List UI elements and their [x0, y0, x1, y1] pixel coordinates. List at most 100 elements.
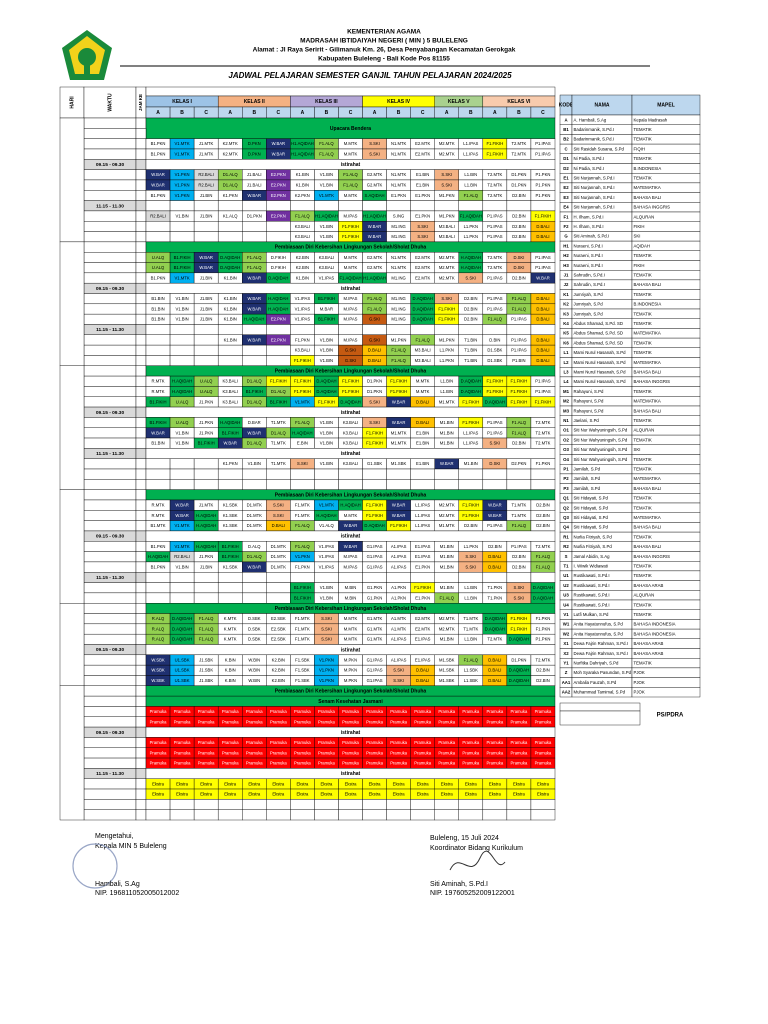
lesson-text: V1.MTK — [175, 544, 190, 549]
lesson-text: V1.BIN — [175, 213, 188, 218]
lesson-text: M.BAR — [320, 306, 333, 311]
lesson-text: M.IPAS — [344, 317, 358, 322]
lesson-text: P1.PKN — [536, 172, 551, 177]
lesson — [193, 592, 219, 604]
lesson-text: Ekstra — [369, 792, 382, 797]
lesson-text: H.AQIDAH — [316, 513, 336, 518]
time-text: 09.15 - 09.30 — [96, 730, 125, 736]
lesson-text: G1.MTK — [367, 637, 383, 642]
lesson-text: Pramuka — [222, 709, 239, 714]
lesson — [242, 468, 267, 480]
sign-position: Kepala MIN 5 Buleleng — [95, 843, 167, 850]
lesson-text: D.PKN — [248, 152, 261, 157]
section-text: C — [541, 110, 545, 116]
note-text: Pembiasaan Diri Kebersihan Lingkungan Se… — [275, 606, 427, 612]
lesson-text: F1.ALQ — [391, 358, 406, 363]
lesson-text: Ekstra — [465, 792, 478, 797]
lesson-text: Pramuka — [366, 761, 383, 766]
lesson-text: H.AQIDAH — [148, 554, 168, 559]
lesson-text: F1.FIKIH — [462, 420, 479, 425]
lesson-text: J1.SBK — [199, 678, 213, 683]
lesson-text: P1.IPAS — [535, 152, 551, 157]
lesson-text: Pramuka — [294, 761, 311, 766]
time-text: 08.05 - 08.40 — [96, 627, 125, 633]
day-text: KAMIS — [64, 544, 81, 550]
lesson — [386, 200, 411, 212]
lesson-text: Ekstra — [441, 781, 454, 786]
teacher-text: Jamilah, S.Pd — [574, 476, 601, 481]
lesson-text: W.BAR — [392, 513, 406, 518]
lesson-text: K1.BIN — [224, 296, 237, 301]
lesson-text: W.BAR — [248, 306, 262, 311]
lesson-text: Pramuka — [150, 761, 167, 766]
lesson-text: E2.MTK — [415, 152, 430, 157]
lesson-text: G1.PKN — [367, 585, 382, 590]
teacher-text: R1 — [563, 534, 569, 539]
lesson-text: G.SKI — [345, 348, 356, 353]
lesson-text: K1.BIN — [224, 275, 237, 280]
lesson-text: N1.MTK — [391, 141, 407, 146]
lesson — [193, 231, 219, 243]
lesson-text: W.BAR — [248, 193, 262, 198]
section-text: A — [493, 110, 497, 116]
lesson-text: Pramuka — [174, 719, 191, 724]
lesson-text: Pramuka — [535, 709, 552, 714]
lesson-text: T1.MTK — [463, 616, 478, 621]
teacher-text: J1 — [564, 272, 569, 277]
lesson — [290, 479, 315, 490]
note-text: istirahat — [341, 647, 361, 653]
lesson-text: N1.MTK — [391, 183, 407, 188]
lesson-text: F1.FIKIH — [511, 379, 528, 384]
teacher-text: Siti Nur Wahyuningsih, S.Pd — [574, 437, 628, 442]
lesson — [290, 324, 315, 335]
time-text: 11.15 - 11.30 — [96, 327, 124, 333]
lesson-text: Ekstra — [537, 781, 550, 786]
lesson-text: Pramuka — [438, 709, 455, 714]
lesson-text: K3.BALI — [223, 399, 238, 404]
lesson — [217, 799, 243, 810]
teacher-text: Jumriyah, S.Pd — [574, 292, 604, 297]
lesson-text: B1.PKN — [151, 544, 166, 549]
teacher-text: Rustikawati, S.Pd.I — [574, 583, 610, 588]
lesson — [506, 809, 532, 821]
teacher-cell — [631, 687, 701, 698]
lesson-text: Pramuka — [511, 709, 528, 714]
lesson-text: D2.PKN — [511, 461, 526, 466]
teacher-text: Rustikawati, S.Pd.I — [574, 593, 610, 598]
teacher-text: C — [564, 146, 567, 151]
teacher-text: A — [564, 117, 567, 122]
lesson-text: Pramuka — [246, 709, 263, 714]
sign-name: Siti Aminah, S.Pd.I — [430, 881, 488, 888]
lesson — [145, 582, 171, 594]
class-name-text: KELAS IV — [387, 99, 411, 105]
lesson — [434, 324, 459, 335]
period-text: 4 — [140, 296, 143, 302]
logo — [62, 30, 112, 80]
lesson-text: Pramuka — [150, 740, 167, 745]
time-text: 07.30 - 08.05 — [96, 699, 125, 705]
note-text: Pembiasaan Diri Kebersihan Lingkungan Se… — [275, 689, 427, 695]
lesson — [193, 572, 219, 583]
lesson-text: Pramuka — [342, 709, 359, 714]
class-name-text: KELAS V — [448, 99, 470, 105]
lesson-text: M1.SBK — [439, 678, 455, 683]
teacher-text: Mami Nurul Hasanah, S.Pd — [574, 379, 627, 384]
lesson-text: F1.FIKIH — [535, 213, 552, 218]
time-text: 11.30 - 12.05 — [96, 214, 124, 220]
lesson-text: G1.IPAS — [367, 657, 383, 662]
lesson — [266, 479, 291, 490]
section-text: B — [325, 110, 329, 116]
lesson-text: G.SKI — [369, 317, 380, 322]
teacher-text: B2 — [563, 137, 569, 142]
lesson-text: D.AQIDAH — [220, 255, 240, 260]
time-text: 12.05 - 12.40 — [96, 224, 125, 230]
lesson-text: E1.IPAS — [415, 544, 431, 549]
lesson-text: F1.ALQ — [367, 296, 382, 301]
teacher-text: U3 — [563, 593, 569, 598]
lesson-text: B1.PKN — [151, 193, 166, 198]
stamp — [72, 843, 118, 889]
lesson-text: P1.IPAS — [511, 317, 527, 322]
time-text: 12.05 - 12.40 — [96, 792, 125, 798]
lesson-text: E2.PKN — [271, 317, 286, 322]
lesson-text: V1.IPAS — [295, 317, 311, 322]
